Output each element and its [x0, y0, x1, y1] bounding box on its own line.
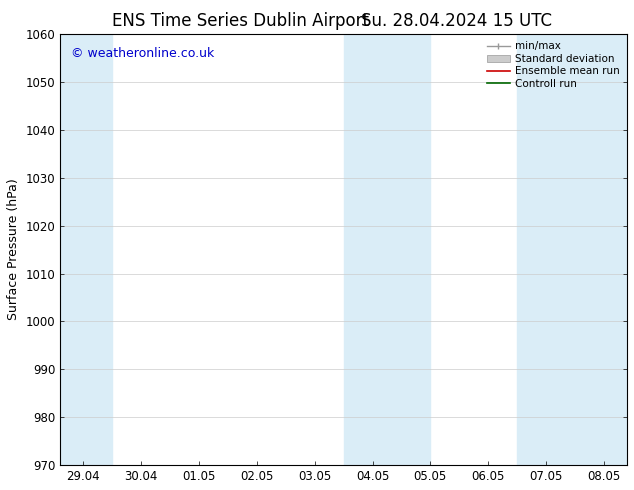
- Bar: [60, 34, 112, 465]
- Text: Su. 28.04.2024 15 UTC: Su. 28.04.2024 15 UTC: [361, 12, 552, 30]
- Text: © weatheronline.co.uk: © weatheronline.co.uk: [72, 47, 215, 60]
- Legend: min/max, Standard deviation, Ensemble mean run, Controll run: min/max, Standard deviation, Ensemble me…: [485, 39, 622, 91]
- Y-axis label: Surface Pressure (hPa): Surface Pressure (hPa): [7, 179, 20, 320]
- Bar: [344, 34, 430, 465]
- Bar: [517, 34, 627, 465]
- Text: ENS Time Series Dublin Airport: ENS Time Series Dublin Airport: [112, 12, 370, 30]
